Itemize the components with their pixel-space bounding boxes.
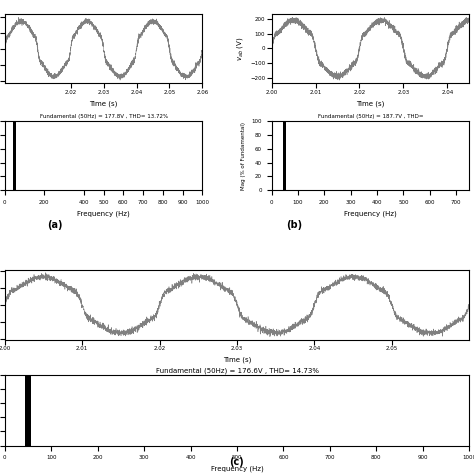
- Bar: [13, 121, 16, 190]
- X-axis label: Time (s): Time (s): [223, 357, 251, 363]
- Title: Fundamental (50Hz) = 187.7V , THD=: Fundamental (50Hz) = 187.7V , THD=: [318, 114, 423, 119]
- Text: (a): (a): [47, 219, 62, 229]
- Text: (b): (b): [286, 219, 302, 229]
- Title: Fundamental (50Hz) = 177.8V , THD= 13.72%: Fundamental (50Hz) = 177.8V , THD= 13.72…: [39, 114, 168, 119]
- Y-axis label: $v_{ab}$ (V): $v_{ab}$ (V): [235, 36, 245, 61]
- X-axis label: Frequency (Hz): Frequency (Hz): [344, 210, 397, 217]
- Text: (c): (c): [229, 456, 245, 466]
- X-axis label: Time (s): Time (s): [90, 100, 118, 107]
- Bar: [25, 375, 31, 446]
- Bar: [283, 121, 286, 190]
- Y-axis label: Mag (% of Fundamental): Mag (% of Fundamental): [241, 122, 246, 190]
- X-axis label: Time (s): Time (s): [356, 100, 384, 107]
- X-axis label: Frequency (Hz): Frequency (Hz): [210, 466, 264, 472]
- Title: Fundamental (50Hz) = 176.6V , THD= 14.73%: Fundamental (50Hz) = 176.6V , THD= 14.73…: [155, 367, 319, 374]
- X-axis label: Frequency (Hz): Frequency (Hz): [77, 210, 130, 217]
